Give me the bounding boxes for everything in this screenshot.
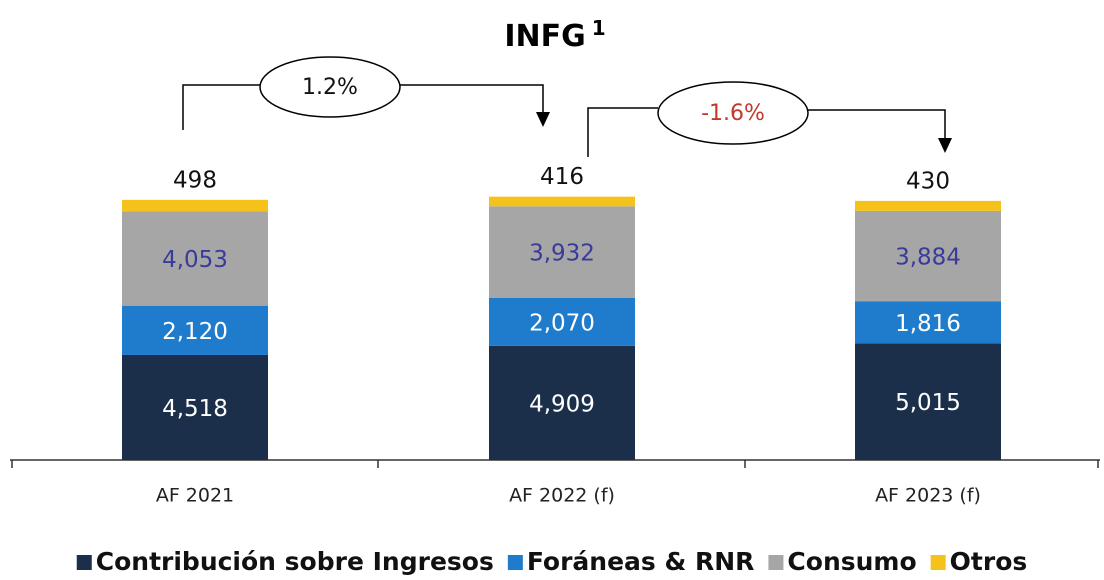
x-tick-label: AF 2023 (f) — [875, 485, 981, 507]
annotation-ellipse — [259, 56, 401, 118]
bar-segment — [855, 301, 1001, 344]
annotation-arrows — [182, 56, 946, 157]
data-label: 498 — [173, 167, 217, 193]
bar-segment — [489, 196, 635, 207]
data-label: 4,053 — [162, 247, 228, 273]
legend-label: Contribución sobre Ingresos — [96, 547, 494, 576]
bar-segment — [122, 305, 268, 355]
connector — [182, 84, 260, 130]
legend-swatch — [76, 555, 92, 570]
title-text: INFG — [504, 19, 585, 54]
bar-segment — [855, 210, 1001, 302]
legend: Contribución sobre Ingresos Foráneas & RN… — [76, 547, 1028, 576]
connector — [587, 107, 658, 157]
arrow-head — [938, 138, 952, 153]
chart-title: INFG 1 — [504, 16, 605, 54]
bar-segment — [122, 199, 268, 212]
data-label: 3,932 — [529, 241, 595, 267]
connector — [400, 84, 544, 112]
bar-segment — [855, 200, 1001, 211]
title-superscript: 1 — [592, 16, 606, 40]
legend-swatch — [507, 555, 523, 570]
annotation: 1.2% — [302, 75, 358, 100]
data-label: 4,909 — [529, 391, 595, 417]
legend-swatch — [768, 555, 784, 570]
legend-label: Otros — [950, 547, 1028, 576]
x-tick-label: AF 2022 (f) — [509, 485, 615, 507]
legend-label: Consumo — [787, 547, 916, 576]
x-axis — [10, 459, 1100, 468]
connector — [808, 109, 946, 138]
data-label: 5,015 — [895, 390, 961, 416]
bar-segment — [489, 206, 635, 298]
arrow-head — [536, 112, 550, 127]
bar-segment — [489, 345, 635, 460]
data-label: 430 — [906, 168, 950, 194]
data-label: 1,816 — [895, 311, 961, 337]
bar-segment — [122, 211, 268, 306]
bar-segment — [122, 354, 268, 460]
data-label: 416 — [540, 164, 584, 190]
data-label: 4,518 — [162, 396, 228, 422]
data-label: 2,120 — [162, 319, 228, 345]
bar-segment — [489, 297, 635, 346]
bar-segment — [855, 343, 1001, 460]
annotation: -1.6% — [701, 101, 765, 126]
data-label: 2,070 — [529, 310, 595, 336]
x-tick-label: AF 2021 — [156, 485, 234, 507]
legend-label: Foráneas & RNR — [527, 547, 755, 576]
legend-swatch — [930, 555, 946, 570]
annotation-ellipse — [657, 81, 809, 145]
data-label: 3,884 — [895, 245, 961, 271]
